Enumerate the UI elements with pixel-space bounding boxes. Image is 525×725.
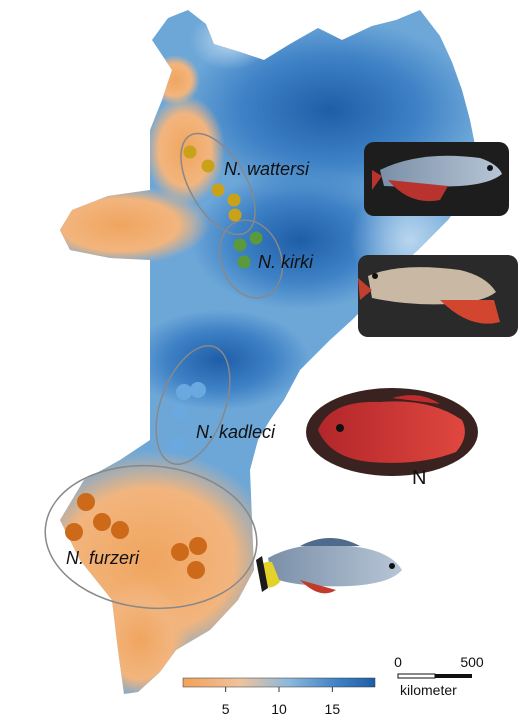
legend-tick-15: 15 [325,701,341,717]
species-points [65,145,263,579]
land-area [60,10,476,694]
point-kirki-1 [249,231,263,245]
fish-photo-kadleci [306,388,478,476]
scale-bar: 0 500 kilometer [394,654,484,698]
point-wattersi-3 [227,193,241,207]
label-kirki: N. kirki [258,252,314,272]
rainfall-legend: 5 10 15 [182,677,376,717]
point-kirki-2 [237,255,251,269]
legend-colorbar [182,677,376,688]
label-furzeri: N. furzeri [66,548,140,568]
label-kadleci: N. kadleci [196,422,276,442]
stray-letter: N [412,467,426,489]
point-furzeri-0 [77,493,95,511]
legend-tick-5: 5 [222,701,230,717]
label-wattersi: N. wattersi [224,159,310,179]
scale-unit: kilometer [400,682,457,698]
fish-photo-wattersi [364,142,509,216]
point-kirki-0 [233,238,247,252]
range-ellipse-furzeri [44,464,258,610]
point-furzeri-6 [187,561,205,579]
point-wattersi-0 [183,145,197,159]
legend-tick-10: 10 [271,701,287,717]
point-wattersi-4 [228,208,242,222]
point-furzeri-1 [93,513,111,531]
point-furzeri-3 [65,523,83,541]
point-wattersi-1 [201,159,215,173]
scale-label-0: 0 [394,654,402,670]
point-furzeri-4 [171,543,189,561]
range-ellipse-kirki [218,219,284,299]
point-kadleci-2 [172,404,188,420]
scale-label-500: 500 [460,654,484,670]
fish-photo-kirki [358,255,518,337]
range-ellipse-kadleci [155,344,231,466]
fish-photo-furzeri [256,538,402,594]
point-kadleci-0 [176,384,192,400]
point-wattersi-2 [211,183,225,197]
point-kadleci-1 [190,382,206,398]
point-furzeri-5 [189,537,207,555]
range-ellipse-wattersi [180,132,256,236]
point-furzeri-2 [111,521,129,539]
point-kadleci-3 [170,437,186,453]
